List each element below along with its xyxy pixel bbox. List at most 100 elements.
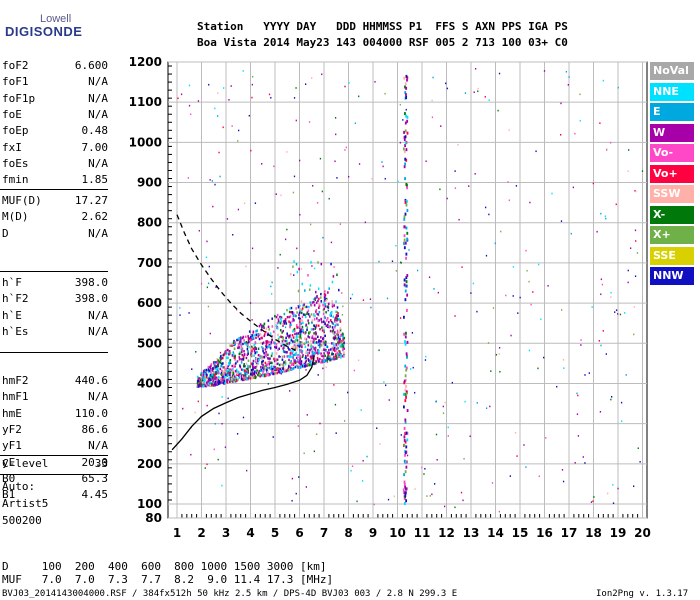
noise-point xyxy=(295,492,297,495)
echo-point xyxy=(321,320,323,324)
echo-point xyxy=(300,328,303,331)
echo-point xyxy=(327,291,329,294)
noise-point xyxy=(224,446,227,449)
echo-point xyxy=(271,338,273,342)
noise-point xyxy=(364,221,366,224)
echo-point xyxy=(254,341,257,344)
echo-point xyxy=(221,369,224,373)
noise-point xyxy=(370,306,372,309)
echo-point xyxy=(247,366,250,370)
echo-point xyxy=(239,346,242,350)
echo-point xyxy=(260,328,263,332)
noise-point xyxy=(636,252,639,254)
noise-point xyxy=(470,292,472,294)
echo-point xyxy=(223,379,225,383)
noise-point xyxy=(268,93,271,96)
echo-point xyxy=(295,364,298,368)
echo-point xyxy=(261,342,264,345)
echo-point xyxy=(318,310,321,314)
band-point xyxy=(403,496,406,500)
param-name: hmE xyxy=(2,406,22,420)
echo-point xyxy=(228,380,231,383)
echo-point xyxy=(324,299,326,302)
echo-point xyxy=(220,357,223,360)
echo-point xyxy=(291,362,294,366)
echo-point xyxy=(319,343,321,346)
echo-point xyxy=(243,350,245,353)
legend-item: X+ xyxy=(650,226,694,244)
echo-point xyxy=(246,377,248,380)
noise-point xyxy=(584,374,586,376)
echo-point xyxy=(217,370,220,373)
noise-point xyxy=(451,381,454,384)
y-tick-label: 80 xyxy=(145,511,162,525)
noise-point xyxy=(251,247,254,250)
band-point xyxy=(404,135,407,139)
noise-point xyxy=(627,269,629,272)
echo-point xyxy=(245,343,248,346)
echo-point xyxy=(313,313,315,316)
noise-point xyxy=(187,177,190,179)
echo-point xyxy=(301,319,304,322)
param-value: N/A xyxy=(88,308,108,322)
noise-point xyxy=(454,187,457,189)
band-point xyxy=(405,392,408,396)
echo-point xyxy=(297,344,299,348)
echo-point xyxy=(290,306,293,310)
echo-point xyxy=(284,320,287,323)
echo-point xyxy=(337,343,339,346)
echo-point xyxy=(277,317,280,321)
echo-point xyxy=(334,324,337,327)
noise-point xyxy=(227,397,229,400)
echo-point xyxy=(333,355,335,359)
echo-point xyxy=(256,350,258,354)
echo-point xyxy=(240,343,242,346)
echo-point xyxy=(255,362,258,365)
noise-point xyxy=(424,359,427,361)
echo-point xyxy=(256,364,258,367)
noise-point xyxy=(251,319,253,321)
echo-point xyxy=(329,325,331,328)
echo-point xyxy=(307,319,309,322)
echo-point xyxy=(219,381,221,384)
param-name: hmF1 xyxy=(2,390,29,404)
noise-point xyxy=(538,475,540,478)
band-point xyxy=(404,112,406,116)
echo-point xyxy=(252,362,254,365)
echo-point xyxy=(276,371,279,375)
noise-point xyxy=(206,404,208,407)
noise-point xyxy=(551,192,553,195)
echo-point xyxy=(231,374,234,377)
noise-point xyxy=(580,339,582,341)
echo-point xyxy=(221,362,223,366)
echo-point xyxy=(320,300,323,303)
echo-point xyxy=(216,365,218,368)
band-point xyxy=(404,141,407,145)
echo-point xyxy=(300,341,303,344)
echo-point xyxy=(226,348,229,352)
echo-point xyxy=(290,339,293,342)
noise-point xyxy=(279,355,281,358)
echo-point xyxy=(282,320,285,323)
echo-point xyxy=(310,357,312,360)
noise-point xyxy=(191,368,193,370)
echo-point xyxy=(317,349,319,352)
echo-point xyxy=(234,379,236,382)
echo-point xyxy=(312,350,314,354)
echo-point xyxy=(292,317,294,321)
band-point xyxy=(404,85,406,89)
echo-point xyxy=(226,379,228,382)
noise-point xyxy=(197,100,200,102)
echo-point xyxy=(220,364,223,368)
echo-point xyxy=(227,370,230,373)
echo-point xyxy=(232,380,235,383)
echo-point xyxy=(248,340,250,343)
echo-point xyxy=(246,367,249,371)
echo-point xyxy=(233,375,236,378)
echo-point xyxy=(234,365,236,368)
band-point xyxy=(403,165,406,169)
band-point xyxy=(403,405,405,409)
echo-point xyxy=(328,287,330,290)
echo-point xyxy=(262,372,264,375)
param-name: B0 xyxy=(2,471,16,485)
